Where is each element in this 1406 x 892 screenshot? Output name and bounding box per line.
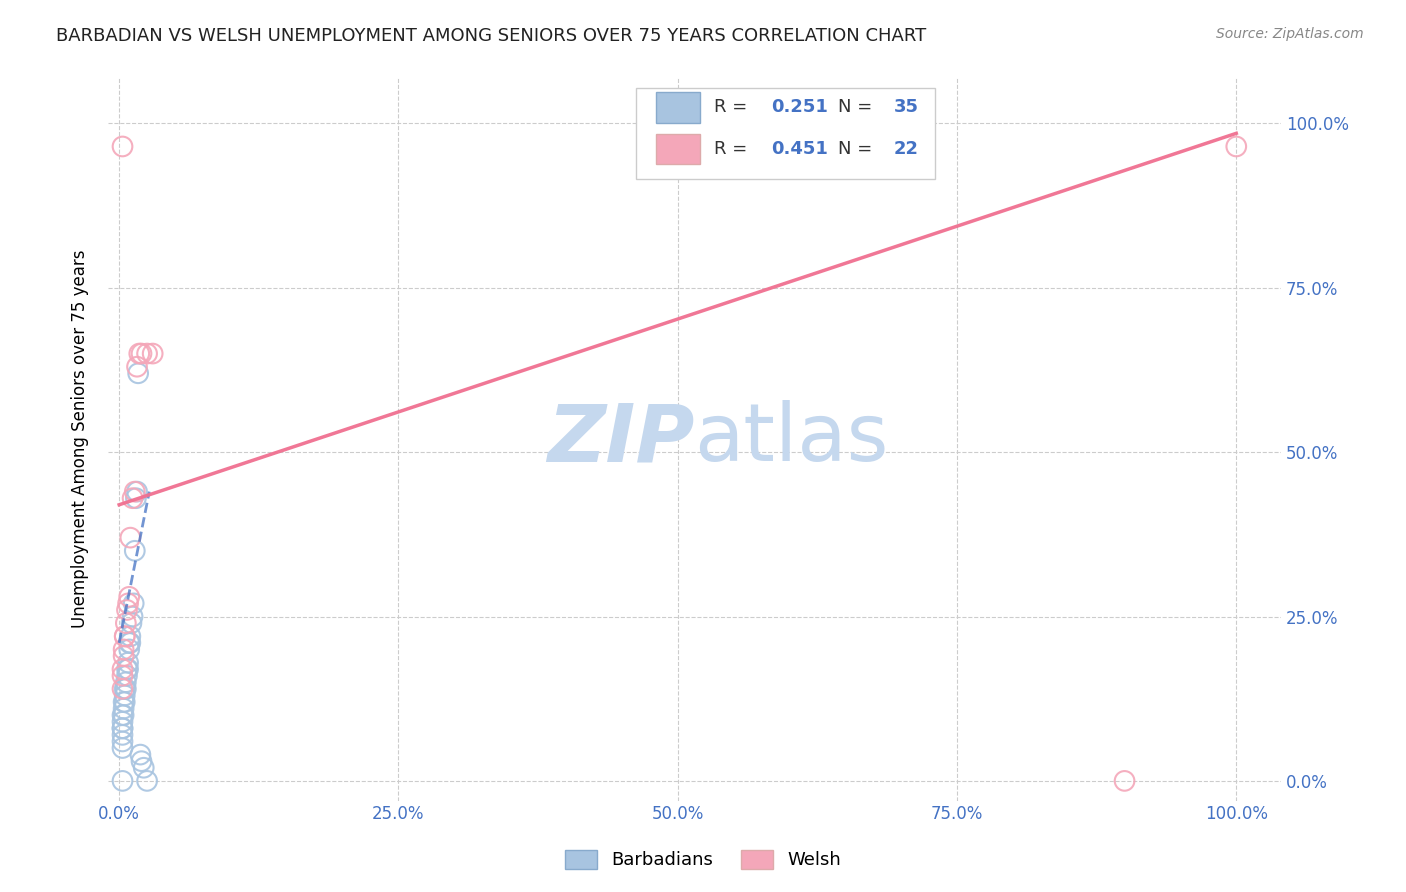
Point — [115, 603, 138, 617]
Point — [117, 656, 139, 670]
FancyBboxPatch shape — [655, 92, 700, 122]
Point — [136, 346, 159, 360]
Point — [111, 728, 134, 742]
Point — [120, 629, 142, 643]
Point — [114, 629, 136, 643]
Point — [131, 346, 153, 360]
Text: ZIP: ZIP — [547, 400, 695, 478]
Point — [117, 662, 139, 676]
Point — [111, 669, 134, 683]
FancyBboxPatch shape — [655, 134, 700, 164]
Point — [131, 754, 153, 768]
Text: 22: 22 — [894, 140, 920, 158]
Point — [122, 596, 145, 610]
Point — [111, 681, 134, 696]
Point — [120, 616, 142, 631]
Point — [111, 662, 134, 676]
Point — [132, 761, 155, 775]
Point — [124, 484, 146, 499]
Point — [111, 139, 134, 153]
Point — [114, 695, 136, 709]
Text: 0.451: 0.451 — [770, 140, 828, 158]
Text: 35: 35 — [894, 98, 920, 117]
Point — [118, 590, 141, 604]
Point — [114, 629, 136, 643]
Point — [112, 648, 135, 663]
FancyBboxPatch shape — [636, 88, 935, 178]
Point — [1225, 139, 1247, 153]
Point — [118, 636, 141, 650]
Point — [128, 346, 150, 360]
Point — [115, 616, 138, 631]
Point — [111, 721, 134, 735]
Y-axis label: Unemployment Among Seniors over 75 years: Unemployment Among Seniors over 75 years — [72, 250, 89, 628]
Text: N =: N = — [838, 98, 877, 117]
Point — [121, 491, 143, 506]
Point — [120, 531, 142, 545]
Point — [125, 484, 148, 499]
Point — [121, 609, 143, 624]
Point — [112, 708, 135, 723]
Text: R =: R = — [714, 98, 754, 117]
Point — [117, 596, 139, 610]
Text: N =: N = — [838, 140, 877, 158]
Legend: Barbadians, Welsh: Barbadians, Welsh — [555, 841, 851, 879]
Point — [127, 366, 149, 380]
Text: 0.251: 0.251 — [770, 98, 828, 117]
Point — [129, 747, 152, 762]
Point — [111, 721, 134, 735]
Text: atlas: atlas — [695, 400, 889, 478]
Point — [125, 491, 148, 506]
Point — [111, 714, 134, 729]
Point — [142, 346, 165, 360]
Point — [118, 642, 141, 657]
Text: Source: ZipAtlas.com: Source: ZipAtlas.com — [1216, 27, 1364, 41]
Point — [111, 773, 134, 788]
Point — [125, 359, 148, 374]
Point — [115, 675, 138, 690]
Point — [124, 543, 146, 558]
Point — [112, 695, 135, 709]
Point — [114, 681, 136, 696]
Point — [115, 669, 138, 683]
Point — [111, 734, 134, 748]
Point — [114, 689, 136, 703]
Point — [112, 642, 135, 657]
Text: R =: R = — [714, 140, 754, 158]
Point — [120, 636, 142, 650]
Point — [115, 681, 138, 696]
Text: BARBADIAN VS WELSH UNEMPLOYMENT AMONG SENIORS OVER 75 YEARS CORRELATION CHART: BARBADIAN VS WELSH UNEMPLOYMENT AMONG SE… — [56, 27, 927, 45]
Point — [111, 708, 134, 723]
Point — [1114, 773, 1136, 788]
Point — [111, 741, 134, 756]
Point — [136, 773, 159, 788]
Point — [112, 701, 135, 715]
Point — [115, 662, 138, 676]
